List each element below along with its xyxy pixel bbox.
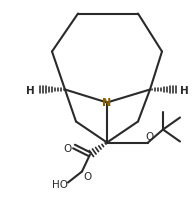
- Text: H: H: [26, 85, 35, 95]
- Text: N: N: [102, 97, 112, 107]
- Text: O: O: [83, 171, 91, 181]
- Text: HO: HO: [52, 180, 68, 189]
- Text: O: O: [63, 144, 71, 154]
- Text: H: H: [180, 85, 189, 95]
- Text: O: O: [145, 131, 153, 141]
